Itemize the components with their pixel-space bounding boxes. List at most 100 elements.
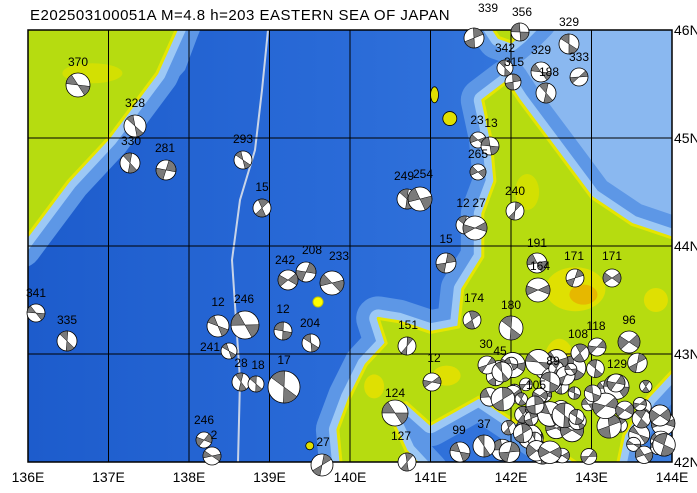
beachball-quadrant	[26, 305, 37, 314]
beachball-quadrant	[207, 315, 219, 327]
map-title: E202503100051A M=4.8 h=203 EASTERN SEA O…	[30, 7, 450, 24]
beachball-quadrant	[228, 350, 237, 359]
depth-label: 27	[316, 435, 330, 449]
depth-label: 339	[478, 1, 498, 15]
beachball-quadrant	[480, 136, 491, 147]
beachball-quadrant	[498, 59, 506, 69]
beachball-quadrant	[636, 418, 649, 429]
depth-label: 108	[568, 327, 588, 341]
depth-label: 240	[505, 184, 525, 198]
lat-label: 45N	[674, 130, 697, 146]
beachball-quadrant	[487, 375, 496, 386]
depth-label: 241	[200, 340, 220, 354]
beachball-quadrant	[249, 375, 257, 385]
beachball-quadrant	[525, 378, 533, 385]
beachballs	[26, 22, 676, 477]
beachball-quadrant	[635, 447, 645, 459]
depth-label: 151	[398, 318, 418, 332]
beachball-quadrant	[486, 357, 496, 366]
beachball-quadrant	[526, 443, 537, 458]
lat-label: 42N	[674, 454, 697, 470]
beachball-quadrant	[510, 363, 519, 371]
beachball-quadrant	[503, 427, 512, 436]
beachball-quadrant	[537, 284, 551, 295]
depth-label: 12	[276, 302, 290, 316]
depth-label: 246	[194, 413, 214, 427]
depth-label: 333	[569, 50, 589, 64]
beachball-quadrant	[478, 364, 488, 373]
depth-label: 23	[470, 113, 484, 127]
depth-label: 246	[234, 292, 254, 306]
beachball-quadrant	[494, 361, 503, 373]
depth-label: 105	[526, 378, 546, 392]
beachball-quadrant	[602, 272, 613, 284]
beachball-quadrant	[569, 76, 580, 84]
beachball-quadrant	[554, 402, 566, 416]
beachball-quadrant	[514, 201, 522, 212]
depth-label: 37	[477, 417, 491, 431]
beachball-quadrant	[230, 312, 246, 326]
beachball-quadrant	[255, 383, 263, 393]
depth-label: 28	[234, 356, 248, 370]
beachball-quadrant	[319, 273, 333, 287]
lon-label: 138E	[173, 469, 206, 485]
beachball-quadrant	[464, 37, 475, 49]
beachball-quadrant	[588, 359, 597, 370]
depth-label: 341	[26, 286, 46, 300]
beachball-quadrant	[203, 433, 213, 444]
beachball-quadrant	[575, 343, 587, 354]
beachball-quadrant	[525, 285, 539, 296]
beachball-quadrant	[282, 330, 293, 341]
beachball-quadrant	[312, 464, 323, 477]
plate-boundary	[230, 30, 269, 462]
beachball-quadrant	[611, 272, 622, 284]
depth-label: 30	[479, 337, 493, 351]
beachball-quadrant	[480, 388, 490, 398]
beachball-quadrant	[628, 334, 641, 349]
beachball-quadrant	[549, 446, 562, 459]
beachball-quadrant	[462, 224, 476, 235]
beachball-quadrant	[221, 343, 230, 352]
beachball-quadrant	[287, 273, 299, 286]
depth-label: 13	[484, 116, 498, 130]
beachball-quadrant	[195, 436, 205, 447]
beachball-quadrant	[581, 398, 589, 405]
beachball-quadrant	[394, 412, 409, 425]
beachball-quadrant	[575, 416, 584, 425]
beachball-quadrant	[628, 425, 640, 436]
beachball-quadrant	[597, 425, 611, 439]
beachball-quadrant	[235, 372, 244, 383]
depth-label: 12	[427, 351, 441, 365]
map-frame	[27, 29, 673, 463]
beachball-quadrant	[255, 207, 267, 218]
depth-label: 370	[68, 55, 88, 69]
lon-label: 140E	[334, 469, 367, 485]
beachball-quadrant	[538, 82, 549, 94]
lat-label: 43N	[674, 346, 697, 362]
beachball-quadrant	[568, 386, 576, 394]
beachball-quadrant	[238, 381, 247, 392]
beachball-quadrant	[273, 321, 284, 332]
depth-label: 330	[121, 134, 141, 148]
beachball-quadrant	[165, 160, 177, 173]
depth-label: 99	[452, 423, 466, 437]
beachball-quadrant	[639, 399, 647, 406]
depth-label: 18	[251, 358, 265, 372]
depth-label: 328	[125, 96, 145, 110]
beachball-quadrant	[469, 166, 479, 176]
depth-label: 329	[531, 43, 551, 57]
beachball-quadrant	[540, 71, 552, 81]
beachball-quadrant	[530, 63, 542, 73]
highland	[569, 284, 598, 305]
beachball-quadrant	[211, 453, 222, 462]
beachball-quadrant	[653, 433, 668, 446]
beachball-quadrant	[514, 432, 525, 443]
beachball-quadrant	[659, 408, 671, 422]
beachball-quadrant	[521, 423, 532, 434]
depth-label: 12	[456, 196, 470, 210]
beachball-quadrant	[321, 453, 332, 466]
beachball-quadrant	[662, 418, 676, 428]
depth-label: 12	[211, 295, 225, 309]
beachball-quadrant	[400, 461, 409, 472]
beachball-quadrant	[35, 312, 46, 321]
